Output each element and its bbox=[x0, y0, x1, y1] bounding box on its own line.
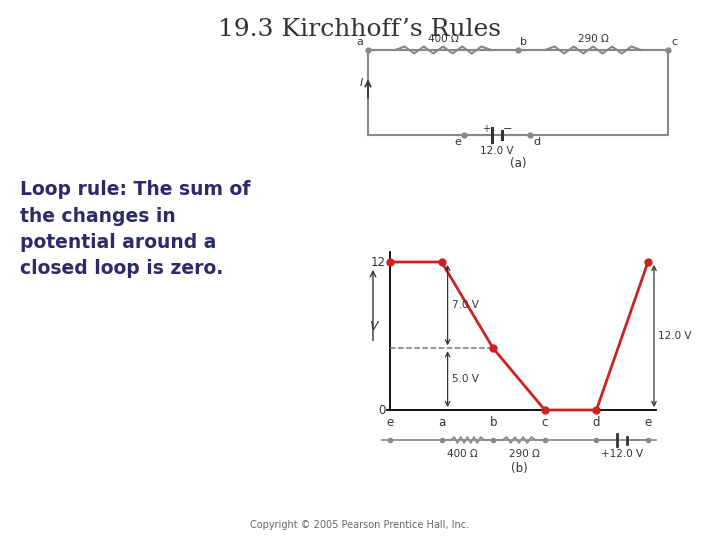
Text: 12.0 V: 12.0 V bbox=[480, 146, 514, 156]
Text: I: I bbox=[360, 78, 363, 87]
Text: e: e bbox=[454, 137, 461, 147]
Text: d: d bbox=[533, 137, 540, 147]
Text: b: b bbox=[520, 37, 527, 47]
Text: e: e bbox=[644, 416, 652, 429]
Text: V: V bbox=[369, 320, 377, 333]
Text: e: e bbox=[387, 416, 394, 429]
Text: c: c bbox=[541, 416, 548, 429]
Text: 0: 0 bbox=[379, 403, 386, 416]
Text: 400 Ω: 400 Ω bbox=[447, 449, 478, 459]
Text: Loop rule: The sum of
the changes in
potential around a
closed loop is zero.: Loop rule: The sum of the changes in pot… bbox=[20, 180, 251, 279]
Text: +12.0 V: +12.0 V bbox=[601, 449, 643, 459]
Text: 290 Ω: 290 Ω bbox=[577, 34, 608, 44]
Text: (a): (a) bbox=[510, 157, 526, 170]
Text: 5.0 V: 5.0 V bbox=[451, 374, 479, 384]
Text: 12.0 V: 12.0 V bbox=[658, 331, 691, 341]
Text: a: a bbox=[438, 416, 445, 429]
Text: d: d bbox=[593, 416, 600, 429]
Text: c: c bbox=[671, 37, 677, 47]
Text: 19.3 Kirchhoff’s Rules: 19.3 Kirchhoff’s Rules bbox=[218, 18, 502, 41]
Text: 7.0 V: 7.0 V bbox=[451, 300, 479, 310]
Text: (b): (b) bbox=[510, 462, 527, 475]
Text: −: − bbox=[503, 124, 513, 134]
Text: 290 Ω: 290 Ω bbox=[508, 449, 539, 459]
Text: a: a bbox=[356, 37, 363, 47]
Text: 12: 12 bbox=[371, 255, 386, 268]
Text: +: + bbox=[482, 124, 490, 134]
Text: Copyright © 2005 Pearson Prentice Hall, Inc.: Copyright © 2005 Pearson Prentice Hall, … bbox=[251, 520, 469, 530]
Text: b: b bbox=[490, 416, 497, 429]
Text: 400 Ω: 400 Ω bbox=[428, 34, 459, 44]
